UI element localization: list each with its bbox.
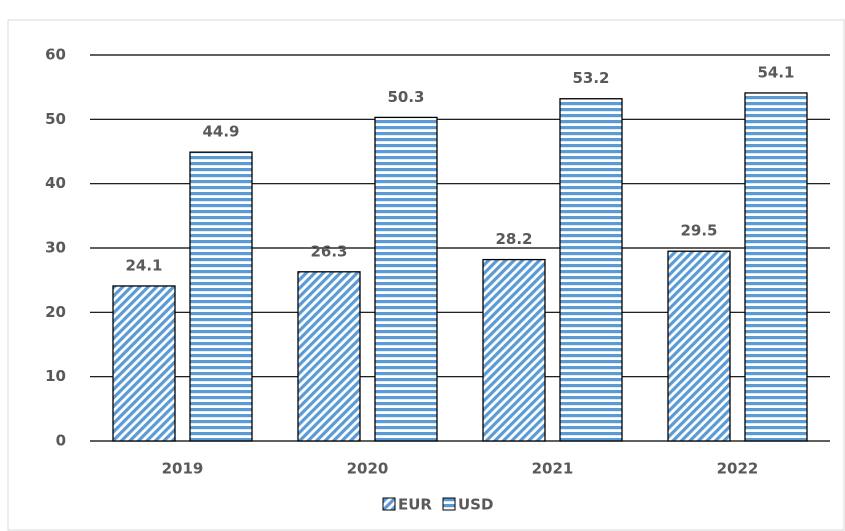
y-tick-label: 20: [45, 303, 66, 321]
bar: [297, 271, 361, 442]
data-label: 26.3: [310, 242, 347, 260]
x-tick-label: 2020: [347, 460, 389, 478]
bar: [667, 250, 731, 442]
y-tick-label: 0: [56, 432, 66, 450]
legend-label: USD: [458, 496, 493, 514]
legend-swatch: [442, 497, 456, 511]
y-tick-label: 30: [45, 239, 66, 257]
x-tick-label: 2019: [162, 460, 204, 478]
data-label: 53.2: [572, 69, 609, 87]
bar: [112, 285, 176, 442]
x-tick-label: 2022: [717, 460, 759, 478]
bar: [374, 116, 438, 442]
y-tick-label: 60: [45, 46, 66, 64]
bar: [482, 258, 546, 442]
legend-label: EUR: [398, 496, 432, 514]
bar: [744, 92, 808, 442]
y-tick-label: 10: [45, 367, 66, 385]
data-label: 29.5: [680, 222, 717, 240]
bar: [189, 151, 253, 442]
y-tick-label: 50: [45, 110, 66, 128]
data-label: 44.9: [202, 123, 239, 141]
data-label: 50.3: [387, 88, 424, 106]
y-tick-label: 40: [45, 174, 66, 192]
data-label: 54.1: [757, 63, 794, 81]
bar: [559, 98, 623, 442]
data-label: 24.1: [125, 256, 162, 274]
legend-swatch: [382, 497, 396, 511]
x-tick-label: 2021: [532, 460, 574, 478]
data-label: 28.2: [495, 230, 532, 248]
